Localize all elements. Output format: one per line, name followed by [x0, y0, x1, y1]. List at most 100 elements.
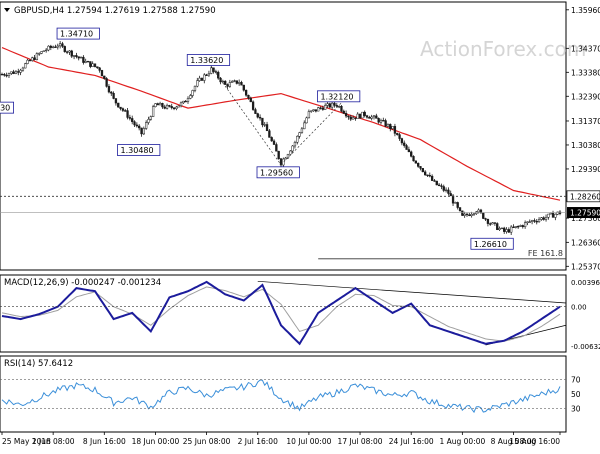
candle-body	[254, 109, 257, 114]
candle-body	[119, 106, 122, 109]
candle-body	[233, 80, 236, 82]
candle-body	[498, 228, 501, 230]
candle-body	[437, 184, 441, 186]
candle-body	[472, 213, 476, 215]
candle-body	[270, 137, 273, 142]
y-tick-label: 1.27360	[571, 214, 600, 223]
candle-body	[42, 50, 46, 52]
x-tick-label: 25 Jun 08:00	[183, 437, 231, 446]
candle-body	[263, 124, 266, 126]
candle-body	[14, 71, 18, 74]
candle-body	[203, 74, 206, 81]
candle-body	[551, 212, 555, 218]
x-tick-label: 8 Aug 08:00	[491, 437, 537, 446]
level-price-box	[566, 190, 600, 203]
x-tick-label: 18 Jun 00:00	[132, 437, 180, 446]
candle-body	[305, 117, 308, 124]
candle-body	[365, 115, 369, 118]
candle-body	[426, 174, 429, 176]
level-price-label: 1.28260	[570, 192, 600, 201]
candle-body	[403, 142, 406, 146]
candle-body	[296, 136, 299, 143]
candle-body	[417, 162, 420, 167]
candle-body	[149, 116, 152, 120]
macd-trendline	[257, 280, 567, 304]
candle-body	[358, 113, 362, 119]
candle-body	[503, 227, 506, 232]
candle-body	[217, 71, 220, 79]
y-tick-label: 1.34370	[571, 44, 600, 53]
swing-guide-line	[210, 66, 282, 166]
y-tick-label: 1.26360	[571, 238, 600, 247]
candle-body	[93, 63, 97, 67]
candle-body	[456, 202, 459, 208]
candle-body	[326, 103, 329, 106]
candle-body	[147, 119, 150, 123]
candle-body	[361, 111, 364, 119]
candle-body	[33, 57, 36, 60]
candle-body	[105, 78, 108, 87]
chart-title: GBPUSD,H4 1.27594 1.27619 1.27588 1.2759…	[14, 6, 216, 16]
candle-body	[484, 218, 487, 220]
y-tick-label: 1.29390	[571, 165, 600, 174]
rsi-y-tick-label: 70	[571, 376, 581, 385]
candle-body	[21, 67, 25, 71]
candle-body	[468, 214, 471, 216]
candle-body	[470, 213, 473, 216]
candle-body	[38, 53, 41, 55]
y-tick-label: 1.31370	[571, 117, 600, 126]
candle-body	[145, 122, 148, 129]
price-annotation-box	[0, 101, 15, 114]
candle-body	[247, 94, 250, 99]
y-tick-label: 1.25370	[571, 262, 600, 271]
candle-body	[151, 106, 155, 117]
candle-body	[100, 70, 104, 77]
candle-body	[328, 103, 331, 108]
candle-body	[528, 221, 531, 223]
candle-body	[249, 97, 252, 103]
candle-body	[407, 149, 411, 153]
candle-body	[510, 226, 513, 233]
price-panel: ActionForex.com FE 161.8 1.34710 1.30480 1…	[0, 1, 600, 271]
candle-body	[224, 80, 227, 85]
candle-body	[451, 195, 455, 204]
price-annotation-label: 1.33620	[190, 56, 223, 65]
candle-body	[172, 107, 176, 109]
candle-body	[493, 222, 497, 224]
candle-body	[251, 101, 255, 110]
candle-body	[335, 105, 338, 107]
current-price-label: 1.27590	[570, 209, 600, 218]
candle-body	[282, 158, 285, 166]
candle-body	[331, 102, 334, 108]
candle-body	[35, 53, 39, 60]
candle-body	[161, 103, 164, 108]
rsi-title: RSI(14) 57.6412	[4, 359, 73, 369]
candle-body	[7, 73, 11, 76]
candle-body	[272, 140, 276, 145]
candle-body	[26, 59, 29, 64]
candle-body	[128, 117, 132, 119]
candle-body	[156, 103, 159, 106]
candle-body	[72, 55, 76, 57]
x-tick-label: 24 Jul 16:00	[389, 437, 434, 446]
candle-body	[521, 225, 524, 227]
candle-body	[356, 113, 359, 119]
candle-body	[317, 107, 320, 112]
dropdown-icon[interactable]	[4, 8, 10, 12]
candle-body	[24, 63, 27, 69]
candle-body	[303, 122, 306, 130]
macd-y-tick-label: -0.006324	[571, 343, 600, 351]
candle-body	[3, 74, 6, 76]
candle-body	[284, 157, 287, 160]
candle-body	[193, 85, 197, 91]
candle-body	[138, 125, 141, 129]
candle-body	[70, 50, 73, 57]
candle-body	[286, 153, 290, 159]
candle-body	[512, 226, 515, 229]
candle-body	[79, 56, 83, 59]
candle-body	[40, 51, 43, 54]
candle-body	[163, 106, 166, 109]
candle-body	[175, 106, 178, 109]
candle-body	[405, 145, 408, 150]
price-annotation-label: 1.34710	[60, 30, 93, 39]
